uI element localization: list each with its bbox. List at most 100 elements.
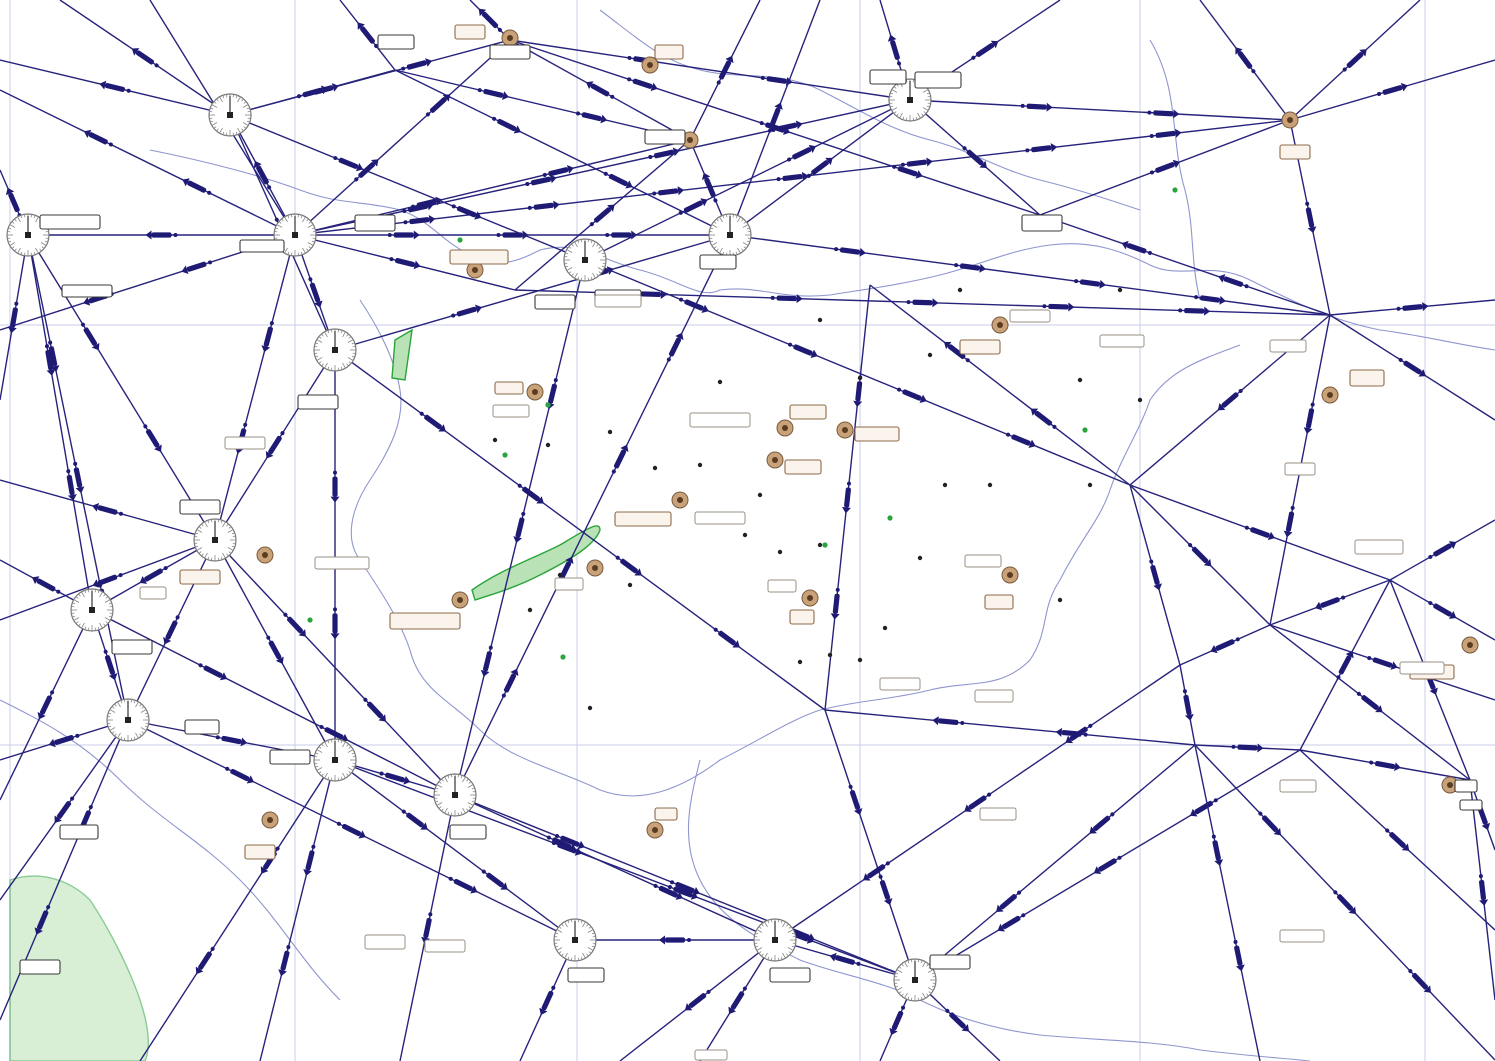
route-direction-arrow xyxy=(1147,109,1180,119)
station-label-box xyxy=(389,612,461,630)
station-label-box xyxy=(854,426,900,442)
arrow-body xyxy=(332,476,338,497)
vor-tick xyxy=(571,273,574,277)
arrow-body xyxy=(423,918,432,938)
vor-tick xyxy=(558,951,562,954)
station-label-box xyxy=(1009,309,1051,323)
arrow-tail xyxy=(648,155,653,160)
vor-tick xyxy=(566,249,573,253)
vor-tick xyxy=(287,251,290,255)
vor-tick xyxy=(467,802,474,806)
route-direction-arrow xyxy=(653,883,683,900)
vor-tick xyxy=(337,367,340,371)
reporting-point-icon xyxy=(587,705,593,711)
reporting-point-icon xyxy=(652,465,658,471)
arrow-body xyxy=(1237,51,1253,69)
arrow-body xyxy=(268,640,282,660)
vor-tick xyxy=(207,520,210,524)
airport-icon xyxy=(1321,386,1339,404)
vor-tick xyxy=(321,363,324,367)
vor-tick xyxy=(555,945,559,948)
arrow-body xyxy=(675,881,695,894)
arrow-tail xyxy=(1478,874,1483,879)
vor-tick xyxy=(198,526,202,529)
vor-tick xyxy=(204,552,208,559)
route-direction-arrow xyxy=(425,94,451,117)
route-direction-arrow xyxy=(728,986,747,1015)
arrow-head xyxy=(829,952,837,962)
arrow-head xyxy=(195,966,204,975)
arrow-tail xyxy=(687,938,691,942)
route-direction-arrow xyxy=(892,164,923,179)
route-direction-arrow xyxy=(652,186,685,196)
arrow-tail xyxy=(286,945,291,950)
arrow-tail xyxy=(50,690,55,695)
vor-tick xyxy=(588,951,592,954)
vor-tick xyxy=(107,715,111,718)
station-label-box xyxy=(929,954,971,970)
reporting-point-icon xyxy=(557,572,563,578)
arrow-body xyxy=(268,435,282,455)
vor-tick xyxy=(316,339,323,343)
arrow-tail xyxy=(274,217,279,222)
arrow-head xyxy=(732,640,740,648)
route-direction-arrow xyxy=(401,58,433,71)
station-label-box xyxy=(964,554,1002,568)
vor-tick xyxy=(741,218,744,222)
arrow-head xyxy=(1400,82,1408,92)
vor-tick xyxy=(194,535,198,538)
arrow-tail xyxy=(1342,67,1347,72)
arrow-body xyxy=(144,568,163,582)
arrow-head xyxy=(675,332,684,341)
arrow-body xyxy=(1155,130,1176,138)
arrow-tail xyxy=(1233,939,1238,944)
vor-tick xyxy=(99,622,103,629)
route-direction-arrow xyxy=(542,164,574,177)
arrow-head xyxy=(887,34,897,42)
vor-tick xyxy=(306,248,309,252)
vor-tick xyxy=(135,732,139,739)
vor-tick xyxy=(284,216,288,223)
airway-route xyxy=(909,99,1291,121)
vor-tick xyxy=(561,953,564,957)
arrow-body xyxy=(611,232,632,238)
reporting-point-icon xyxy=(817,317,823,323)
arrow-body xyxy=(658,885,678,898)
vor-tick xyxy=(210,557,213,561)
airway-route xyxy=(334,759,576,941)
arrow-head xyxy=(830,613,840,620)
arrow-body xyxy=(287,616,303,634)
vor-tick xyxy=(330,367,333,371)
vor-tick xyxy=(235,95,238,99)
arrow-head xyxy=(83,129,92,138)
vor-tick xyxy=(921,113,924,117)
arrow-head xyxy=(1481,822,1491,831)
arrow-head xyxy=(1172,159,1180,169)
vor-tick xyxy=(926,105,930,108)
vor-tick xyxy=(468,781,472,784)
vor-tick xyxy=(447,775,450,779)
vor-tick xyxy=(564,255,568,258)
arrow-body xyxy=(263,326,273,347)
arrow-body xyxy=(769,107,781,128)
vor-center xyxy=(125,717,131,723)
route-direction-arrow xyxy=(303,844,316,876)
route-direction-arrow xyxy=(83,129,113,147)
vor-tick xyxy=(290,252,293,256)
vor-compass-rose-icon xyxy=(208,93,252,137)
arrow-tail xyxy=(1428,601,1433,606)
vor-tick xyxy=(896,987,903,991)
vor-compass-rose-icon xyxy=(193,518,237,562)
reporting-point-icon xyxy=(717,379,723,385)
arrow-body xyxy=(548,167,569,177)
vor-tick xyxy=(601,265,605,268)
arrow-head xyxy=(480,669,490,677)
arrow-tail xyxy=(387,233,392,237)
vor-tick xyxy=(580,239,583,243)
arrow-tail xyxy=(901,1005,906,1010)
vor-tick xyxy=(926,963,929,967)
vor-tick xyxy=(792,935,796,938)
arrow-tail xyxy=(1356,691,1361,696)
arrow-tail xyxy=(615,555,620,560)
vor-tick xyxy=(352,762,356,765)
